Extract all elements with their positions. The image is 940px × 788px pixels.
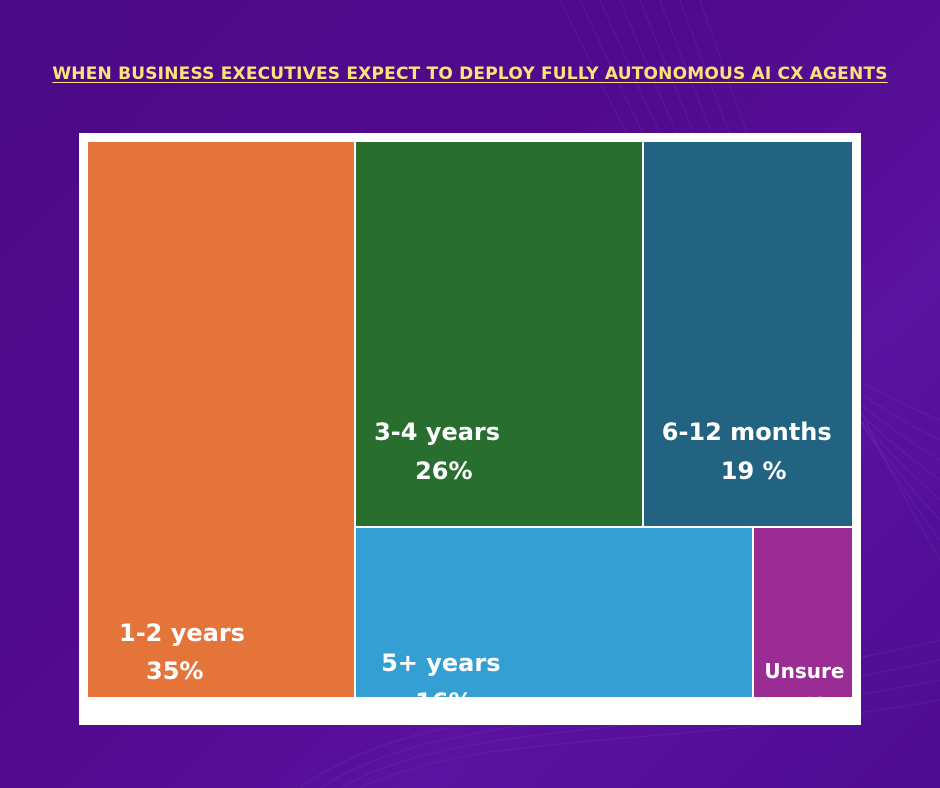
treemap-panel: 1-2 years 35% 3-4 years 26% 6-12 months … <box>79 133 861 725</box>
tile-3-4-years: 3-4 years 26% <box>356 142 642 526</box>
tile-unsure-value: 4% <box>791 692 826 717</box>
tile-1-2-years: 1-2 years 35% <box>88 142 355 697</box>
tile-5-plus-years-value: 16% <box>415 687 473 716</box>
tile-5-plus-years: 5+ years 16% <box>356 527 753 714</box>
tile-1-2-years-value: 35% <box>146 657 204 685</box>
tile-3-4-years-label: 3-4 years <box>374 418 501 446</box>
tile-6-12-months: 6-12 months 19 % <box>643 142 852 526</box>
tile-6-12-months-value: 19 % <box>720 457 787 485</box>
tile-unsure-label: Unsure <box>764 658 845 683</box>
tile-unsure: Unsure 4% <box>754 527 852 715</box>
tile-3-4-years-value: 26% <box>415 457 473 485</box>
chart-title: WHEN BUSINESS EXECUTIVES EXPECT TO DEPLO… <box>52 64 888 84</box>
tile-6-12-months-label: 6-12 months <box>661 418 832 446</box>
tile-1-2-years-label: 1-2 years <box>119 619 245 647</box>
tile-5-plus-years-label: 5+ years <box>381 648 501 677</box>
